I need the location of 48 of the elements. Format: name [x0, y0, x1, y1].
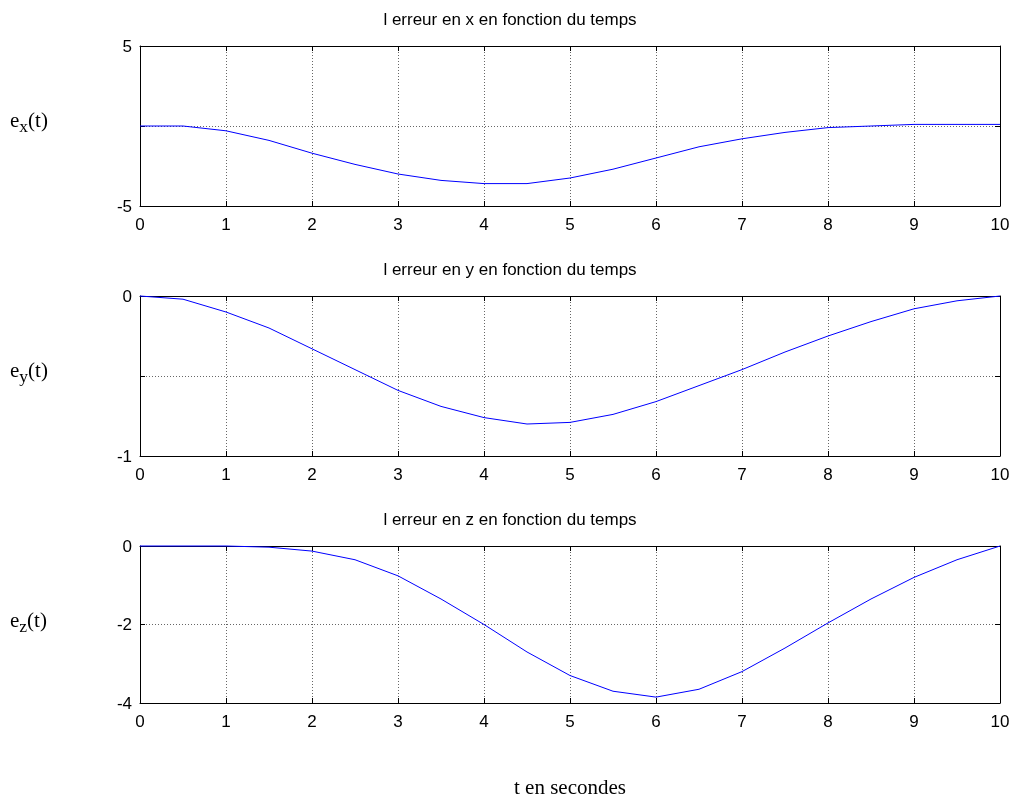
y-tick-label: 0 — [122, 286, 132, 306]
x-tick-label: 0 — [135, 465, 145, 484]
x-tick-label: 10 — [990, 712, 1010, 731]
x-tick-label: 0 — [135, 215, 145, 234]
x-tick-label: 5 — [565, 215, 575, 234]
x-tick-label: 7 — [737, 465, 747, 484]
y-axis-title: e$_{z}$(t) — [10, 608, 47, 638]
x-tick-label: 6 — [651, 712, 661, 731]
y-axis-title: e$_{x}$(t) — [10, 108, 48, 138]
x-tick-label: 8 — [823, 215, 833, 234]
x-tick-label: 7 — [737, 712, 747, 731]
x-tick-label: 9 — [909, 712, 919, 731]
y-tick-label: 5 — [122, 36, 132, 56]
y-tick-label: -1 — [116, 446, 132, 466]
y-tick-label: -4 — [116, 693, 132, 713]
x-tick-label: 10 — [990, 465, 1010, 484]
y-tick-label: -2 — [116, 615, 132, 634]
x-tick-label: 2 — [307, 215, 317, 234]
x-tick-label: 9 — [909, 465, 919, 484]
x-tick-label: 3 — [393, 215, 403, 234]
x-tick-label: 4 — [479, 465, 489, 484]
x-tick-label: 5 — [565, 465, 575, 484]
y-axis-title: e$_{y}$(t) — [10, 358, 48, 388]
x-tick-label: 5 — [565, 712, 575, 731]
x-tick-label: 2 — [307, 465, 317, 484]
x-tick-label: 8 — [823, 465, 833, 484]
x-tick-label: 4 — [479, 712, 489, 731]
x-tick-label: 0 — [135, 712, 145, 731]
x-tick-label: 1 — [221, 465, 231, 484]
x-tick-label: 3 — [393, 712, 403, 731]
x-tick-label: 10 — [990, 215, 1010, 234]
y-tick-label: 0 — [122, 536, 132, 556]
x-tick-label: 1 — [221, 712, 231, 731]
line-series — [139, 123, 1001, 185]
y-tick-label: -5 — [116, 196, 132, 216]
chart-title: l erreur en y en fonction du temps — [383, 260, 637, 279]
x-tick-label: 6 — [651, 215, 661, 234]
x-tick-label: 2 — [307, 712, 317, 731]
x-tick-label: 9 — [909, 215, 919, 234]
x-axis-title: t en secondes — [514, 774, 626, 799]
chart-title: l erreur en x en fonction du temps — [383, 10, 637, 29]
x-tick-label: 1 — [221, 215, 231, 234]
x-tick-label: 8 — [823, 712, 833, 731]
x-tick-label: 7 — [737, 215, 747, 234]
chart-title: l erreur en z en fonction du temps — [383, 510, 637, 529]
x-tick-label: 3 — [393, 465, 403, 484]
x-tick-label: 6 — [651, 465, 661, 484]
x-tick-label: 4 — [479, 215, 489, 234]
